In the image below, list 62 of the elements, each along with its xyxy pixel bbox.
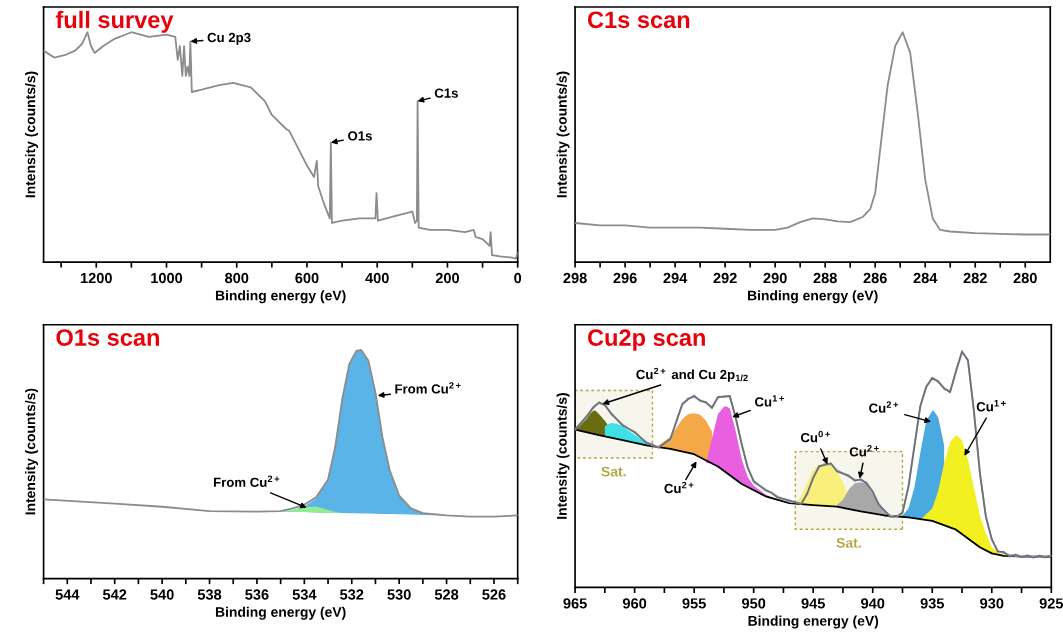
x-tick-label: 200 bbox=[435, 272, 460, 284]
annotation: Cu$^{1+}$ bbox=[976, 400, 1006, 412]
x-tick-label: 286 bbox=[863, 272, 887, 284]
x-tick-label: 0 bbox=[514, 272, 522, 284]
annotation: C1s bbox=[434, 88, 458, 98]
x-tick-label: 534 bbox=[292, 589, 317, 600]
x-axis-title: Binding energy (eV) bbox=[215, 606, 346, 620]
x-tick-label: 935 bbox=[920, 598, 945, 609]
x-tick-label: 600 bbox=[295, 272, 319, 284]
band-label: Sat. bbox=[601, 466, 626, 477]
chart-title: Cu2p scan bbox=[587, 329, 705, 351]
chart-title: full survey bbox=[55, 10, 174, 33]
x-tick-label: 544 bbox=[55, 589, 80, 600]
x-tick-label: 294 bbox=[663, 272, 688, 284]
annotation: Cu$^{0+}$ bbox=[800, 430, 830, 443]
x-tick-label: 292 bbox=[713, 272, 737, 284]
x-tick-label: 400 bbox=[365, 272, 389, 284]
x-tick-label: 532 bbox=[340, 589, 364, 600]
x-tick-label: 282 bbox=[963, 272, 987, 284]
annotation: From Cu$^{2+}$ bbox=[395, 382, 461, 394]
annotation: Cu$^{2+}$ bbox=[849, 445, 879, 457]
annotation: Cu$^{1+}$ bbox=[755, 395, 784, 407]
x-tick-label: 290 bbox=[763, 272, 787, 284]
x-axis-title: Binding energy (eV) bbox=[748, 290, 878, 304]
x-tick-label: 530 bbox=[387, 589, 411, 600]
annotation: Cu 2p3 bbox=[207, 32, 251, 45]
x-tick-label: 298 bbox=[563, 272, 587, 284]
x-tick-label: 960 bbox=[622, 598, 647, 609]
x-tick-label: 528 bbox=[434, 589, 459, 600]
annotation: O1s bbox=[348, 131, 372, 141]
annotation: From Cu$^{2+}$ bbox=[213, 475, 280, 487]
band-label: Sat. bbox=[836, 537, 861, 548]
x-tick-label: 536 bbox=[245, 589, 269, 600]
annotation: Cu$^{2+}$ bbox=[869, 401, 899, 413]
y-axis-title: Intensity (counts/s) bbox=[556, 71, 570, 198]
x-tick-label: 945 bbox=[801, 598, 825, 609]
x-tick-label: 296 bbox=[613, 272, 637, 284]
chart-title: C1s scan bbox=[587, 11, 690, 29]
x-tick-label: 280 bbox=[1013, 272, 1037, 284]
x-tick-label: 542 bbox=[102, 589, 127, 600]
y-axis-title: Intensity (counts/s) bbox=[25, 388, 39, 515]
x-tick-label: 965 bbox=[563, 598, 587, 609]
x-tick-label: 930 bbox=[980, 598, 1004, 609]
x-tick-label: 925 bbox=[1039, 598, 1063, 609]
annotation: Cu$^{2+}$ and Cu 2p$_{1/2}$ bbox=[636, 367, 748, 382]
x-tick-label: 538 bbox=[197, 589, 222, 600]
x-tick-label: 1000 bbox=[151, 272, 183, 284]
x-tick-label: 288 bbox=[813, 272, 837, 284]
y-axis-title: Intensity (counts/s) bbox=[25, 71, 39, 198]
x-tick-label: 540 bbox=[150, 589, 174, 600]
x-tick-label: 950 bbox=[742, 598, 766, 609]
x-tick-label: 1200 bbox=[80, 272, 112, 284]
x-axis-title: Binding energy (eV) bbox=[748, 615, 879, 629]
x-tick-label: 284 bbox=[913, 272, 938, 284]
annotation: Cu$^{2+}$ bbox=[664, 481, 694, 494]
x-tick-label: 800 bbox=[225, 272, 249, 284]
chart-title: O1s scan bbox=[56, 329, 159, 346]
x-tick-label: 955 bbox=[682, 598, 706, 609]
x-tick-label: 940 bbox=[861, 598, 885, 609]
y-axis-title: Intensity (counts/s) bbox=[556, 393, 570, 519]
x-axis-title: Binding energy (eV) bbox=[215, 290, 346, 304]
x-tick-label: 526 bbox=[482, 589, 506, 600]
